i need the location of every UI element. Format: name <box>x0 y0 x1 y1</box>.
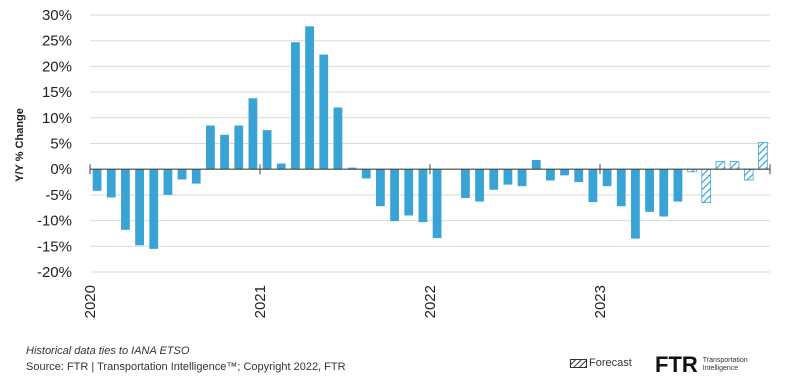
bar <box>376 169 385 207</box>
bar <box>546 169 555 181</box>
bar <box>234 125 244 170</box>
bar <box>262 130 272 170</box>
bar <box>291 42 300 170</box>
y-tick-label: 15% <box>42 84 72 101</box>
legend: Forecast <box>570 357 632 369</box>
forecast-bar <box>758 142 768 170</box>
year-label: 2020 <box>82 285 99 318</box>
bar <box>347 167 357 170</box>
bar <box>503 169 513 185</box>
bars <box>92 26 768 249</box>
bar <box>135 169 144 246</box>
bar <box>361 169 371 179</box>
y-tick-label: 10% <box>42 110 72 127</box>
bar <box>461 169 470 198</box>
forecast-bar <box>701 168 712 204</box>
bar <box>121 169 130 230</box>
forecast-bar <box>715 161 726 170</box>
bar <box>659 169 669 217</box>
bar <box>489 169 499 190</box>
bar <box>149 169 159 249</box>
bar <box>276 163 286 170</box>
bar <box>390 169 399 222</box>
bar <box>531 159 541 170</box>
y-tick-label: -10% <box>37 213 72 230</box>
forecast-bar <box>743 168 754 181</box>
bar <box>560 169 569 176</box>
bar <box>177 169 187 180</box>
bar <box>206 125 215 170</box>
year-label: 2021 <box>252 285 269 318</box>
bar <box>220 134 229 170</box>
gridlines <box>90 14 770 273</box>
bar <box>574 169 584 183</box>
logo-text: FTR <box>655 352 698 377</box>
year-label: 2023 <box>592 285 609 318</box>
y-tick-label: 25% <box>42 33 72 50</box>
bar <box>673 169 683 202</box>
logo-subtitle: Transportation Intelligence <box>702 357 748 372</box>
forecast-swatch <box>570 358 587 368</box>
axes: 30% 25% 20% 15% 10% 5% 0% -5% -10% -15% -20% 2020 20… <box>37 7 771 318</box>
bar <box>588 169 598 203</box>
bar <box>631 169 640 239</box>
y-tick-label: 0% <box>50 161 72 178</box>
bar <box>305 26 314 170</box>
y-tick-label: -5% <box>45 187 72 204</box>
bar <box>191 169 201 184</box>
bar <box>475 169 484 202</box>
bar-chart: 30% 25% 20% 15% 10% 5% 0% -5% -10% -15% -20% 2020 20… <box>14 7 771 318</box>
y-tick-label: -15% <box>37 238 72 255</box>
y-tick-label: 5% <box>50 136 72 153</box>
bar <box>418 169 428 223</box>
bar <box>333 107 343 170</box>
legend-forecast-label: Forecast <box>589 357 632 369</box>
y-tick-label: -20% <box>37 264 72 281</box>
bar <box>106 169 116 198</box>
y-axis-label: Y/Y % Change <box>14 108 26 182</box>
bar <box>616 169 626 207</box>
bar <box>404 169 414 216</box>
bar <box>517 169 527 187</box>
ftr-logo: FTR Transportation Intelligence <box>655 352 763 378</box>
historical-note: Historical data ties to IANA ETSO <box>26 345 190 357</box>
source-note: Source: FTR | Transportation Intelligenc… <box>26 361 346 373</box>
year-label: 2022 <box>422 285 439 318</box>
bar <box>432 169 442 239</box>
bar <box>319 54 329 170</box>
y-tick-label: 20% <box>42 58 72 75</box>
bar <box>248 98 258 170</box>
bar <box>602 169 612 187</box>
bar <box>163 169 173 195</box>
bar <box>92 169 102 191</box>
forecast-bar <box>729 161 740 170</box>
bar <box>645 169 654 212</box>
y-tick-label: 30% <box>42 7 72 24</box>
